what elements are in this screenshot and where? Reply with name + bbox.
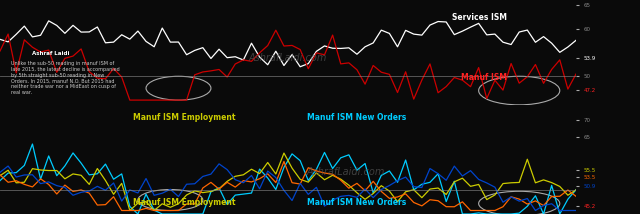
Text: AshrafLaidi.com: AshrafLaidi.com [249, 53, 327, 63]
Text: Manuf ISM New Orders: Manuf ISM New Orders [307, 113, 407, 122]
Text: Services ISM: Services ISM [452, 13, 507, 22]
Text: Manuf ISM Employment: Manuf ISM Employment [133, 113, 236, 122]
Text: AshrafLaidi.com: AshrafLaidi.com [307, 167, 385, 177]
Text: Manuf ISM Employment: Manuf ISM Employment [133, 198, 236, 207]
Text: Ashraf Laidi: Ashraf Laidi [32, 51, 69, 56]
Text: Unlike the sub-50 reading in manuf ISM of
late 2015, the latest decline is accom: Unlike the sub-50 reading in manuf ISM o… [11, 61, 120, 95]
Text: Manuf ISM: Manuf ISM [461, 73, 507, 82]
Text: Manuf ISM New Orders: Manuf ISM New Orders [307, 198, 407, 207]
